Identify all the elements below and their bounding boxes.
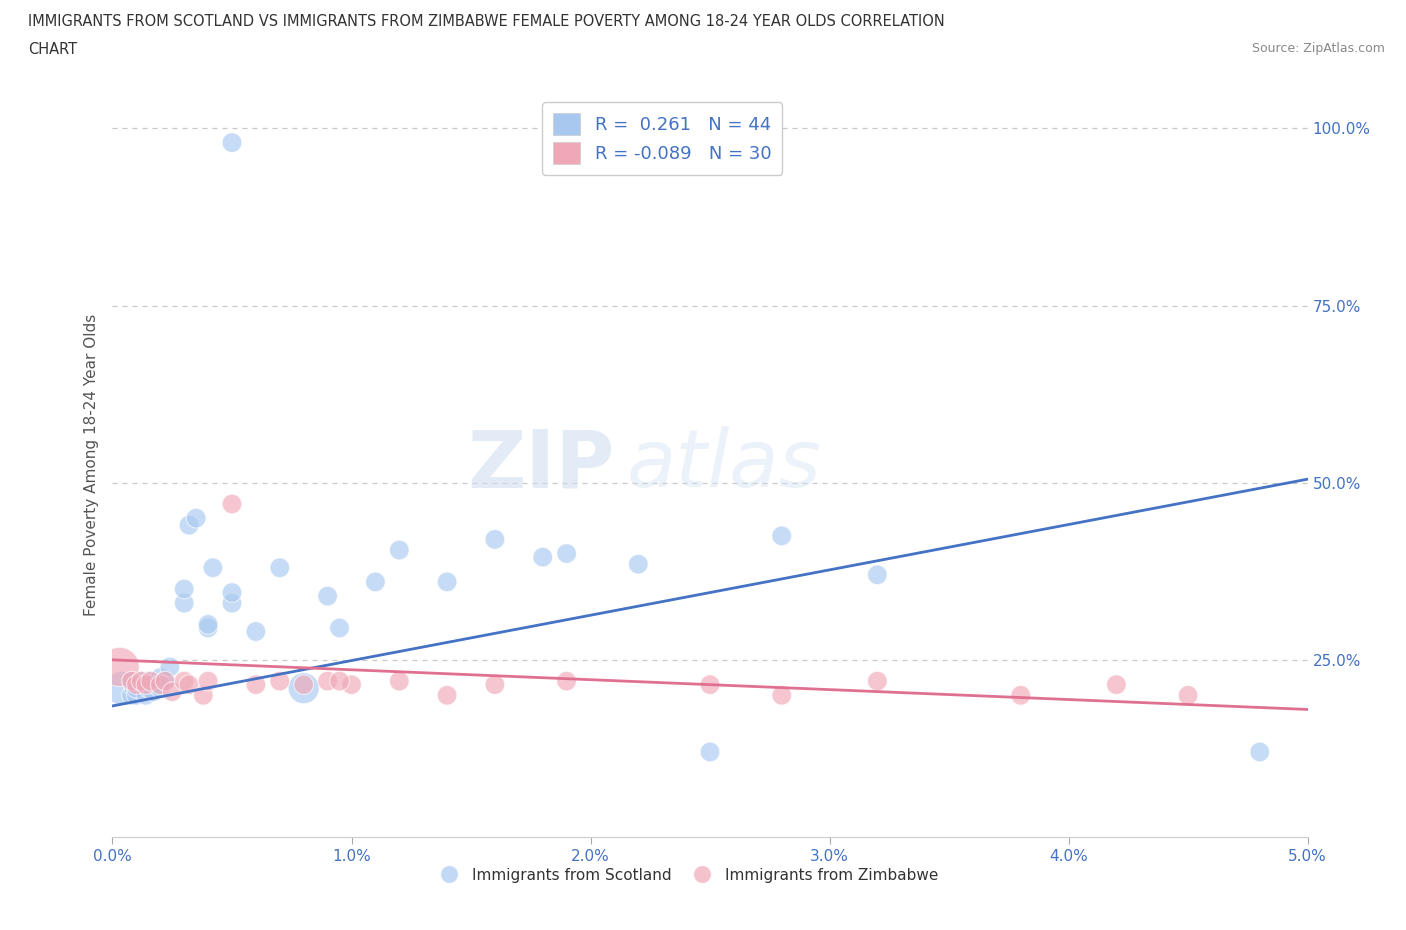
Y-axis label: Female Poverty Among 18-24 Year Olds: Female Poverty Among 18-24 Year Olds <box>83 314 98 617</box>
Point <box>138 673 160 688</box>
Point <box>135 688 157 703</box>
Point <box>197 673 219 688</box>
Point <box>1249 745 1271 760</box>
Point <box>770 528 793 543</box>
Point <box>173 581 195 596</box>
Point <box>125 681 148 696</box>
Point <box>153 673 176 688</box>
Legend: R =  0.261   N = 44, R = -0.089   N = 30: R = 0.261 N = 44, R = -0.089 N = 30 <box>543 102 782 175</box>
Point <box>221 596 243 611</box>
Point <box>142 684 165 699</box>
Point <box>436 575 458 590</box>
Point <box>149 671 172 685</box>
Point <box>627 557 650 572</box>
Point <box>149 677 172 692</box>
Point <box>1105 677 1128 692</box>
Point <box>1177 688 1199 703</box>
Point <box>221 135 243 150</box>
Point <box>770 688 793 703</box>
Legend: Immigrants from Scotland, Immigrants from Zimbabwe: Immigrants from Scotland, Immigrants fro… <box>427 862 945 889</box>
Point <box>121 673 143 688</box>
Point <box>173 673 195 688</box>
Point <box>484 532 506 547</box>
Point <box>122 681 145 696</box>
Point <box>699 745 721 760</box>
Point <box>173 596 195 611</box>
Point <box>139 677 162 692</box>
Point <box>245 677 267 692</box>
Point <box>866 673 889 688</box>
Point <box>193 688 215 703</box>
Point <box>121 673 143 688</box>
Point <box>111 681 134 696</box>
Point <box>162 684 183 699</box>
Point <box>292 677 315 692</box>
Point <box>329 673 352 688</box>
Point <box>186 511 208 525</box>
Point <box>129 673 152 688</box>
Point <box>153 673 176 688</box>
Point <box>555 546 578 561</box>
Text: CHART: CHART <box>28 42 77 57</box>
Point <box>129 673 152 688</box>
Point <box>177 677 200 692</box>
Point <box>125 688 148 703</box>
Point <box>139 673 162 688</box>
Point <box>197 617 219 631</box>
Point <box>177 518 200 533</box>
Point <box>149 681 172 696</box>
Point <box>121 688 143 703</box>
Point <box>269 673 291 688</box>
Point <box>138 681 160 696</box>
Point <box>699 677 721 692</box>
Text: ZIP: ZIP <box>467 426 614 504</box>
Point <box>269 560 291 575</box>
Point <box>245 624 267 639</box>
Point <box>436 688 458 703</box>
Point <box>866 567 889 582</box>
Point <box>132 677 155 692</box>
Point <box>364 575 387 590</box>
Point <box>388 673 411 688</box>
Point <box>221 497 243 512</box>
Point <box>292 681 315 696</box>
Point <box>555 673 578 688</box>
Point <box>159 659 181 674</box>
Point <box>316 673 339 688</box>
Point <box>388 542 411 557</box>
Point <box>108 659 131 674</box>
Text: IMMIGRANTS FROM SCOTLAND VS IMMIGRANTS FROM ZIMBABWE FEMALE POVERTY AMONG 18-24 : IMMIGRANTS FROM SCOTLAND VS IMMIGRANTS F… <box>28 14 945 29</box>
Point <box>135 677 157 692</box>
Point <box>125 677 148 692</box>
Point <box>340 677 363 692</box>
Point <box>221 585 243 600</box>
Text: atlas: atlas <box>627 426 821 504</box>
Point <box>531 550 554 565</box>
Point <box>1010 688 1032 703</box>
Point <box>197 620 219 635</box>
Point <box>316 589 339 604</box>
Point <box>145 677 167 692</box>
Point <box>484 677 506 692</box>
Point <box>201 560 224 575</box>
Point <box>329 620 352 635</box>
Text: Source: ZipAtlas.com: Source: ZipAtlas.com <box>1251 42 1385 55</box>
